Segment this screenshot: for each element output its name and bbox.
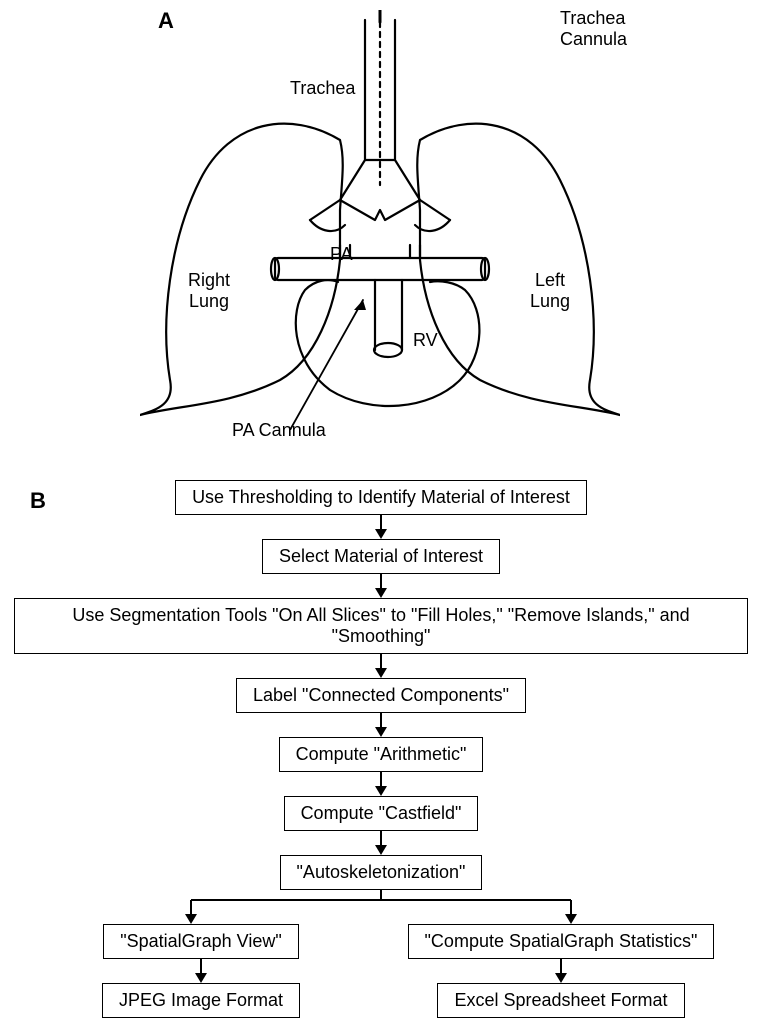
flow-step-7: "Autoskeletonization" [280,855,483,890]
label-right-lung: Right Lung [188,270,230,311]
flow-branch-connector [21,890,741,924]
flow-left-2: JPEG Image Format [102,983,300,1018]
label-trachea-cannula: Trachea Cannula [560,8,627,49]
panel-a-anatomy-diagram: Trachea Cannula Trachea Right Lung Left … [0,0,762,430]
flow-step-4: Label "Connected Components" [236,678,526,713]
flow-arrow [371,831,391,855]
flow-arrow [191,959,211,983]
flow-arrow [371,713,391,737]
flow-left-1: "SpatialGraph View" [103,924,299,959]
flow-step-5: Compute "Arithmetic" [279,737,484,772]
lung-diagram-svg [140,10,620,430]
panel-b-flowchart: Use Thresholding to Identify Material of… [0,480,762,1018]
flow-step-1: Use Thresholding to Identify Material of… [175,480,587,515]
flow-right-2: Excel Spreadsheet Format [437,983,684,1018]
label-pa-cannula: PA Cannula [232,420,326,441]
flow-step-3: Use Segmentation Tools "On All Slices" t… [14,598,748,654]
flow-branch-right: "Compute SpatialGraph Statistics" Excel … [381,924,741,1018]
flow-arrow [551,959,571,983]
flow-arrow [371,772,391,796]
label-pa: PA [330,244,353,265]
flow-arrow [371,654,391,678]
flow-arrow [371,515,391,539]
flow-right-1: "Compute SpatialGraph Statistics" [408,924,715,959]
flow-arrow [371,574,391,598]
flow-step-6: Compute "Castfield" [284,796,479,831]
label-trachea: Trachea [290,78,355,99]
label-left-lung: Left Lung [530,270,570,311]
flow-branch-left: "SpatialGraph View" JPEG Image Format [21,924,381,1018]
flow-step-2: Select Material of Interest [262,539,500,574]
label-rv: RV [413,330,438,351]
